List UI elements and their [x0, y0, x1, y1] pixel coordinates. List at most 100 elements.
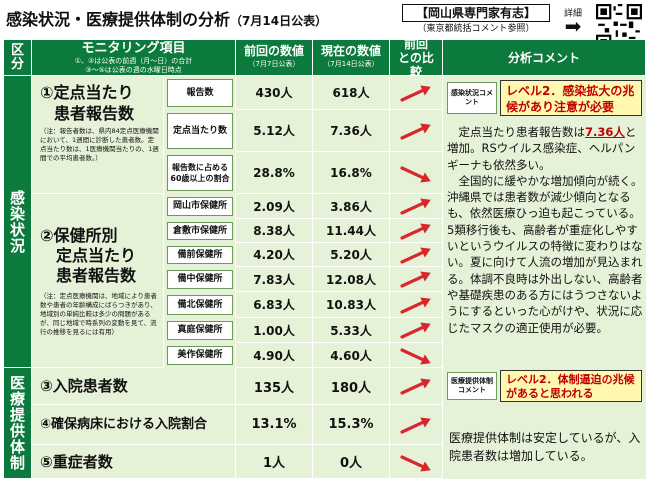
row-compare — [390, 152, 443, 194]
row-label-text: 報告数に占める60歳以上の割合 — [170, 163, 230, 183]
infection-comment-para2: 全国的に緩やかな増加傾向が続く。沖縄県では患者数が減少傾向となるも、依然医療ひっ… — [447, 173, 643, 335]
row-prev-value: 1.00人 — [236, 318, 313, 343]
infection-level-badge: レベル2．感染拡大の兆候があり注意が必要 — [500, 80, 642, 116]
item-2-note: （注：定点医療機関は、地域により患者数や患者の年齢構成にばらつきがあり、地域別の… — [40, 292, 157, 336]
item-4-title: ④確保病床における入院割合 — [40, 417, 208, 432]
item-2-title-a: ②保健所別 — [40, 226, 118, 245]
col-header-prev: 前回の数値 （7月7日公表） — [236, 40, 313, 76]
row-prev-value: 28.8% — [236, 152, 313, 194]
row-compare — [390, 343, 443, 368]
up-arrow-icon — [400, 417, 431, 434]
col-header-item: モニタリング項目 ①、②は公表の前週（月～日）の合計 ③～⑤は公表の週の水曜日時… — [32, 40, 236, 76]
row-label: 備中保健所 — [167, 270, 233, 289]
col-header-item-note1: ①、②は公表の前週（月～日）の合計 — [74, 57, 193, 65]
col-header-item-note2: ③～⑤は公表の週の水曜日時点 — [85, 66, 182, 74]
row-curr-value: 5.33人 — [313, 318, 390, 343]
row-curr-value: 11.44人 — [313, 219, 390, 243]
col-header-curr-text: 現在の数値 — [320, 44, 381, 58]
page-title: 感染状況・医療提供体制の分析（7月14日公表） — [4, 2, 404, 38]
row-curr-value: 0人 — [313, 445, 390, 479]
row-curr-value-text: 15.3% — [328, 417, 374, 432]
row-prev-value: 135人 — [236, 368, 313, 405]
row-curr-value: 3.86人 — [313, 194, 390, 219]
row-label: 美作保健所 — [167, 346, 233, 365]
infection-comment: 定点当たり患者報告数は7.36人と増加。RSウイルス感染症、ヘルパンギーナも依然… — [447, 124, 643, 368]
up-arrow-icon — [400, 378, 431, 395]
row-label-text: 定点当たり数 — [172, 125, 227, 136]
row-label: 備前保健所 — [167, 246, 233, 264]
item-1-title-a: ①定点当たり — [40, 83, 134, 102]
item-1-title-b: 患者報告数 — [54, 104, 135, 123]
row-prev-value: 13.1% — [236, 405, 313, 445]
medical-level-badge: レベル2．体制逼迫の兆候があると思われる — [500, 370, 642, 402]
down-arrow-icon — [400, 165, 431, 182]
row-prev-value-text: 4.90人 — [253, 348, 295, 363]
row-compare — [390, 318, 443, 343]
up-arrow-icon — [400, 247, 431, 264]
col-header-section: 区分 — [4, 40, 32, 76]
item-1: ①定点当たり 患者報告数 （注：報告者数は、県内84定点医療機関において、1週間… — [32, 76, 164, 194]
row-compare — [390, 243, 443, 267]
col-header-comment-text: 分析コメント — [507, 51, 580, 65]
row-label: 真庭保健所 — [167, 321, 233, 340]
col-header-section-text: 区分 — [10, 42, 24, 72]
row-prev-value: 430人 — [236, 76, 313, 110]
detail-link[interactable]: 詳細 ➡ — [553, 6, 593, 38]
item-1-note: （注：報告者数は、県内84定点医療機関において、1週間に診断した患者数。定点当た… — [40, 127, 159, 162]
row-curr-value-text: 10.83人 — [326, 298, 376, 312]
row-curr-value: 7.36人 — [313, 110, 390, 152]
row-compare — [390, 110, 443, 152]
row-prev-value-text: 13.1% — [251, 417, 297, 432]
item-2-title-c: 患者報告数 — [56, 266, 137, 285]
row-compare — [390, 219, 443, 243]
infection-comment-label-text: 感染状況コメント — [451, 89, 493, 106]
right-arrow-icon: ➡ — [564, 14, 582, 38]
source-line2: （東京都統括コメント参照） — [417, 24, 535, 34]
row-prev-value-text: 135人 — [253, 380, 295, 396]
col-header-item-text: モニタリング項目 — [81, 41, 186, 56]
source-line1: 【岡山県専門家有志】 — [402, 4, 550, 22]
down-arrow-icon — [400, 348, 431, 365]
infection-comment-post: と増加。RSウイルス感染症、ヘルパンギーナも依然多い。 — [447, 125, 637, 172]
row-label: 報告数に占める60歳以上の割合 — [167, 155, 233, 191]
row-prev-value-text: 6.83人 — [253, 298, 295, 312]
row-compare — [390, 405, 443, 445]
row-prev-value-text: 7.83人 — [253, 272, 295, 287]
item-5-title: ⑤重症者数 — [40, 453, 113, 471]
row-label-text: 備前保健所 — [177, 249, 223, 260]
medical-level-text: レベル2．体制逼迫の兆候があると思われる — [506, 373, 635, 400]
infection-level-text: レベル2．感染拡大の兆候があり注意が必要 — [506, 84, 635, 114]
infection-comment-highlight: 7.36人 — [585, 125, 625, 139]
row-prev-value: 4.90人 — [236, 343, 313, 368]
row-label-text: 報告数 — [186, 87, 214, 98]
col-header-curr: 現在の数値 （7月14日公表） — [313, 40, 390, 76]
row-curr-value-text: 4.60人 — [330, 348, 372, 363]
detail-label: 詳細 — [563, 9, 582, 19]
medical-comment-label: 医療提供体制コメント — [447, 372, 497, 400]
row-curr-value-text: 12.08人 — [326, 272, 376, 287]
col-header-curr-date: （7月14日公表） — [323, 60, 379, 68]
row-prev-value-text: 2.09人 — [253, 199, 295, 214]
row-curr-value-text: 16.8% — [330, 165, 372, 180]
section-medical: 医療提供体制 — [4, 368, 32, 479]
row-prev-value-text: 4.20人 — [253, 248, 295, 262]
col-header-comment: 分析コメント — [443, 40, 646, 76]
row-label-text: 倉敷市保健所 — [172, 225, 227, 236]
item-5: ⑤重症者数 — [32, 445, 236, 479]
medical-comment-text: 医療提供体制は安定しているが、入院患者数は増加している。 — [449, 431, 641, 463]
row-prev-value-text: 5.12人 — [253, 124, 295, 138]
row-prev-value-text: 28.8% — [253, 165, 295, 180]
item-4: ④確保病床における入院割合 — [32, 405, 236, 445]
row-curr-value-text: 5.20人 — [330, 248, 372, 262]
section-infection-text: 感染状況 — [8, 189, 26, 254]
row-curr-value-text: 0人 — [339, 456, 363, 471]
medical-comment: 医療提供体制は安定しているが、入院患者数は増加している。 — [449, 429, 643, 465]
row-label-text: 備北保健所 — [177, 299, 223, 310]
row-curr-value: 10.83人 — [313, 292, 390, 318]
up-arrow-icon — [400, 85, 431, 102]
source-box: 【岡山県専門家有志】 （東京都統括コメント参照） — [402, 4, 550, 38]
row-label-text: 備中保健所 — [177, 274, 223, 284]
row-label-text: 岡山市保健所 — [172, 201, 227, 211]
row-curr-value-text: 5.33人 — [330, 323, 372, 338]
row-curr-value-text: 180人 — [330, 380, 372, 396]
